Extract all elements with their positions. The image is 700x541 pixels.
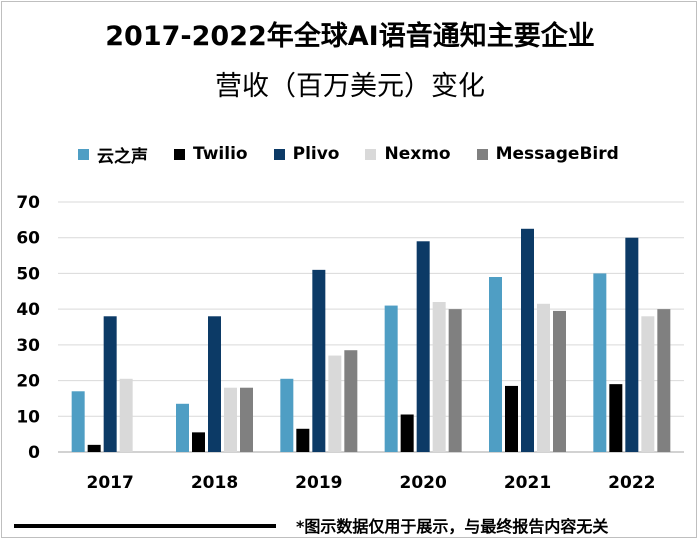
chart-legend: 云之声 Twilio Plivo Nexmo MessageBird bbox=[78, 142, 645, 167]
legend-swatch bbox=[174, 148, 185, 160]
legend-item: Nexmo bbox=[365, 144, 451, 164]
legend-swatch bbox=[476, 148, 488, 160]
legend-item: 云之声 bbox=[78, 142, 148, 167]
legend-swatch bbox=[365, 148, 377, 160]
legend-label: MessageBird bbox=[495, 144, 619, 164]
legend-label: Plivo bbox=[292, 144, 340, 164]
legend-label: 云之声 bbox=[97, 146, 148, 167]
chart-title-line2: 营收（百万美元）变化 bbox=[215, 71, 485, 102]
chart-title-line1: 2017-2022年全球AI语音通知主要企业 bbox=[105, 21, 595, 52]
legend-item: Twilio bbox=[174, 144, 248, 164]
legend-item: MessageBird bbox=[476, 144, 619, 164]
legend-label: Nexmo bbox=[384, 144, 451, 164]
footer-divider bbox=[14, 524, 276, 528]
legend-swatch bbox=[78, 148, 89, 160]
footnote: *图示数据仅用于展示，与最终报告内容无关 bbox=[296, 517, 609, 536]
legend-item: Plivo bbox=[273, 144, 340, 164]
legend-label: Twilio bbox=[193, 144, 248, 164]
legend-swatch bbox=[273, 148, 285, 160]
